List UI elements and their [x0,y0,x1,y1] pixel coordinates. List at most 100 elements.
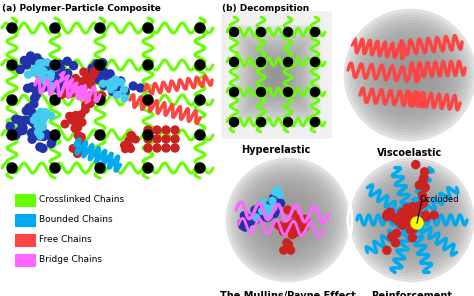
Circle shape [301,223,308,231]
Circle shape [36,143,44,151]
Circle shape [35,119,43,127]
Circle shape [94,75,102,83]
Circle shape [36,132,44,140]
Circle shape [420,168,428,176]
Circle shape [91,67,99,75]
Circle shape [76,78,83,86]
Circle shape [91,91,98,99]
Circle shape [120,86,128,93]
Circle shape [74,79,82,86]
Circle shape [72,83,80,91]
Circle shape [292,223,300,230]
Circle shape [38,121,45,128]
Circle shape [35,126,43,134]
Circle shape [102,77,110,85]
Text: (b) Decompsition: (b) Decompsition [222,4,309,13]
Circle shape [153,126,161,134]
Text: Reinforcement: Reinforcement [372,291,453,296]
Ellipse shape [348,156,474,284]
Circle shape [124,143,131,150]
Circle shape [143,23,153,33]
Circle shape [412,204,420,212]
Circle shape [287,247,294,254]
Circle shape [47,74,54,81]
Circle shape [95,60,105,70]
Circle shape [421,211,429,219]
Circle shape [37,63,46,71]
Circle shape [47,140,55,148]
Circle shape [289,231,296,239]
Circle shape [408,211,416,219]
Ellipse shape [252,184,324,256]
Circle shape [295,218,302,225]
Circle shape [81,76,89,84]
Circle shape [18,120,26,128]
Circle shape [144,144,152,152]
Circle shape [409,210,417,218]
Circle shape [34,57,41,65]
Circle shape [30,116,37,123]
Circle shape [31,130,39,138]
Circle shape [61,120,69,128]
Circle shape [71,125,79,132]
Bar [248,42,304,107]
Bar [15,214,35,226]
Circle shape [27,129,36,137]
Bar [255,49,298,99]
Circle shape [24,84,32,92]
Circle shape [37,132,44,139]
Circle shape [252,211,260,219]
Circle shape [405,213,413,221]
Text: Crosslinked Chains: Crosslinked Chains [39,195,124,205]
Circle shape [32,69,39,76]
Circle shape [259,206,267,214]
Circle shape [269,194,277,202]
Ellipse shape [371,179,453,261]
Ellipse shape [358,166,466,274]
Circle shape [408,215,416,223]
Circle shape [12,131,20,139]
Circle shape [162,144,170,152]
Circle shape [36,65,43,72]
Circle shape [74,123,82,131]
Circle shape [23,61,31,69]
Circle shape [100,69,108,77]
Ellipse shape [237,169,339,271]
Ellipse shape [255,187,321,253]
Circle shape [296,215,304,222]
Circle shape [195,130,205,140]
Circle shape [31,115,39,123]
Ellipse shape [369,34,451,116]
Circle shape [36,125,44,133]
Circle shape [107,86,114,93]
Circle shape [72,83,79,90]
Circle shape [29,57,37,65]
Circle shape [74,132,82,139]
Circle shape [256,57,265,67]
Bar [261,57,291,92]
Circle shape [55,86,63,94]
Circle shape [7,163,17,173]
Circle shape [33,64,41,72]
Circle shape [261,204,269,212]
Circle shape [392,229,401,237]
Circle shape [258,213,266,221]
Circle shape [32,120,39,128]
Circle shape [419,199,428,207]
Circle shape [422,213,430,221]
Circle shape [420,174,428,182]
Circle shape [310,57,319,67]
Circle shape [143,95,153,105]
Circle shape [33,113,40,120]
Bar [233,25,319,125]
Circle shape [144,126,152,134]
Circle shape [419,177,427,185]
Circle shape [90,72,98,80]
Circle shape [65,91,73,98]
Bar [274,72,278,77]
Circle shape [407,220,415,228]
Circle shape [39,123,46,130]
Circle shape [171,135,179,143]
Circle shape [283,88,292,96]
Ellipse shape [345,10,474,140]
